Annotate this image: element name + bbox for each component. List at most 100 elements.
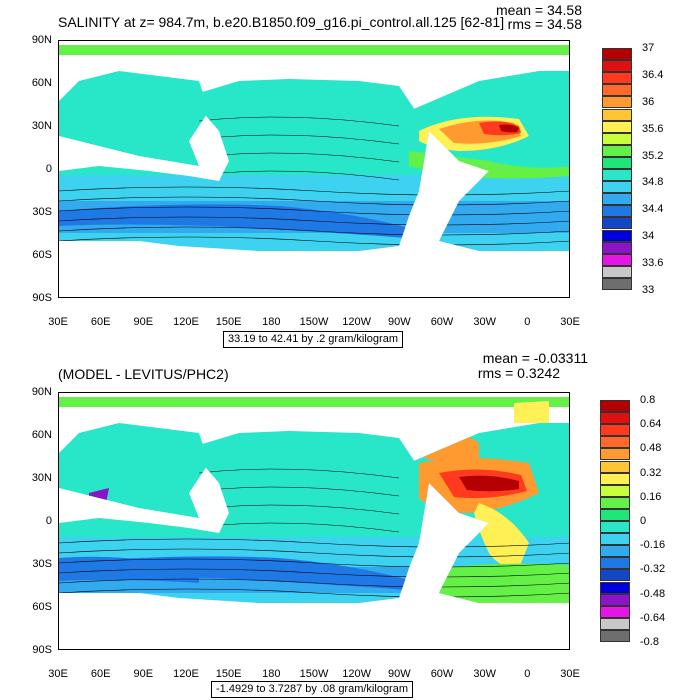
colorbar-label: -0.32 xyxy=(640,563,666,576)
colorbar-label: 35.6 xyxy=(642,122,664,135)
colorbar-swatch xyxy=(602,277,632,290)
lat-tick-label: 60S xyxy=(32,601,52,613)
lon-tick-label: 30W xyxy=(473,316,496,328)
lat-tick-label: 60N xyxy=(31,429,52,441)
panel2-rms: rms = 0.3242 xyxy=(477,365,560,381)
colorbar-label: 34.8 xyxy=(642,176,664,189)
colorbar-swatch xyxy=(602,96,632,109)
panel1-rms: rms = 34.58 xyxy=(507,16,582,32)
colorbar-swatch xyxy=(600,533,630,546)
colorbar-swatch xyxy=(600,545,630,558)
colorbar-swatch xyxy=(602,169,632,182)
colorbar-swatch xyxy=(600,508,630,521)
colorbar-swatch xyxy=(600,436,630,449)
lon-tick-label: 30E xyxy=(48,668,68,680)
lon-tick-label: 30E xyxy=(48,316,68,328)
lon-tick-label: 30E xyxy=(560,668,580,680)
colorbar-swatch xyxy=(602,217,632,230)
colorbar-swatch xyxy=(600,557,630,570)
lon-tick-label: 120E xyxy=(173,668,199,680)
lon-tick-label: 180 xyxy=(262,668,281,680)
panel1-mean: mean = 34.58 xyxy=(495,2,582,18)
colorbar-label: -0.64 xyxy=(640,611,666,624)
colorbar-label: 33 xyxy=(642,284,655,296)
colorbar-label: 0.16 xyxy=(640,490,662,503)
colorbar-swatch xyxy=(602,120,632,133)
colorbar-swatch xyxy=(600,460,630,473)
colorbar-swatch xyxy=(602,229,632,242)
colorbar-swatch xyxy=(602,48,632,61)
colorbar-swatch xyxy=(600,593,630,606)
colorbar-swatch xyxy=(602,241,632,254)
colorbar-swatch xyxy=(600,400,630,413)
colorbar-swatch xyxy=(602,132,632,145)
lat-tick-label: 60S xyxy=(32,249,52,261)
colorbar-swatch xyxy=(602,60,632,73)
colorbar-swatch xyxy=(602,253,632,266)
lat-tick-label: 30S xyxy=(32,558,52,570)
panel2-range-note: -1.4929 to 3.7287 by .08 gram/kilogram xyxy=(211,681,414,698)
salinity-map xyxy=(58,40,570,298)
colorbar-swatch xyxy=(600,569,630,582)
colorbar-label: 33.6 xyxy=(642,257,664,270)
colorbar-swatch xyxy=(600,521,630,534)
lon-tick-label: 90E xyxy=(133,316,154,328)
lat-tick-label: 30N xyxy=(31,472,52,484)
colorbar-label: 0.64 xyxy=(640,418,662,431)
lon-tick-label: 150W xyxy=(299,668,329,680)
colorbar-label: 36.4 xyxy=(642,68,664,81)
panel2-mean: mean = -0.03311 xyxy=(482,350,588,366)
colorbar-swatch xyxy=(602,265,632,278)
panel1-title: SALINITY at z= 984.7m, b.e20.B1850.f09_g… xyxy=(58,14,505,30)
colorbar-swatch xyxy=(600,424,630,437)
lon-tick-label: 150W xyxy=(299,316,329,328)
colorbar-swatch xyxy=(600,412,630,425)
colorbar-label: -0.16 xyxy=(640,539,666,552)
lon-tick-label: 60W xyxy=(430,316,454,328)
colorbar-label: -0.48 xyxy=(640,587,666,600)
lon-tick-label: 180 xyxy=(262,316,281,328)
lon-tick-label: 30W xyxy=(473,668,496,680)
colorbar-label: 0 xyxy=(640,515,647,527)
colorbar-swatch xyxy=(600,484,630,497)
lon-tick-label: 30E xyxy=(560,316,580,328)
lat-tick-label: 30N xyxy=(31,120,52,132)
lon-tick-label: 0 xyxy=(524,316,531,328)
colorbar-label: 0.8 xyxy=(640,394,656,406)
colorbar-swatch xyxy=(602,84,632,97)
colorbar-label: 37 xyxy=(642,42,655,54)
lon-tick-label: 120W xyxy=(342,316,372,328)
colorbar-swatch xyxy=(600,605,630,618)
lat-tick-label: 90S xyxy=(32,644,52,656)
colorbar-swatch xyxy=(602,144,632,157)
colorbar-swatch xyxy=(602,193,632,206)
colorbar-label: 0.32 xyxy=(640,466,662,479)
colorbar-swatch xyxy=(602,156,632,169)
colorbar-swatch xyxy=(602,181,632,194)
colorbar-label: 34.4 xyxy=(642,203,664,216)
map-canvas xyxy=(59,393,569,649)
lat-tick-label: 0 xyxy=(45,515,52,527)
map-canvas xyxy=(59,41,569,297)
lat-tick-label: 0 xyxy=(45,163,52,175)
colorbar-label: -0.8 xyxy=(640,636,659,648)
colorbar-label: 0.48 xyxy=(640,442,662,455)
lat-tick-label: 30S xyxy=(32,206,52,218)
lon-tick-label: 0 xyxy=(524,668,531,680)
colorbar-swatch xyxy=(600,448,630,461)
lon-tick-label: 60E xyxy=(90,316,111,328)
colorbar-swatch xyxy=(600,617,630,630)
colorbar-label: 34 xyxy=(642,230,655,243)
colorbar-label: 36 xyxy=(642,95,655,108)
lon-tick-label: 150E xyxy=(215,668,242,680)
lon-tick-label: 90W xyxy=(388,316,411,328)
colorbar-swatch xyxy=(602,72,632,85)
lon-tick-label: 120E xyxy=(173,316,199,328)
colorbar-swatch xyxy=(600,472,630,485)
lat-tick-label: 60N xyxy=(31,77,52,89)
panel2-title: (MODEL - LEVITUS/PHC2) xyxy=(58,366,229,382)
colorbar-swatch xyxy=(602,205,632,218)
difference-map xyxy=(58,392,570,650)
lon-tick-label: 60E xyxy=(90,668,111,680)
lat-tick-label: 90N xyxy=(31,386,52,398)
